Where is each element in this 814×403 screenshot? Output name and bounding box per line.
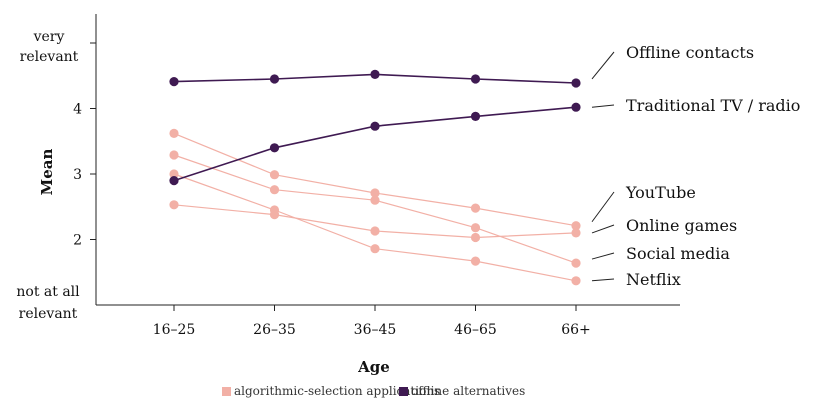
data-point: [169, 169, 179, 179]
data-point: [571, 228, 581, 238]
legend-item-algorithmic: algorithmic-selection applications: [222, 384, 440, 398]
data-point: [169, 77, 179, 87]
data-point: [370, 69, 380, 79]
series-leader-line: [591, 252, 615, 260]
x-axis-title: Age: [357, 358, 390, 376]
data-point: [269, 143, 280, 153]
y-anchor-bottom-label: not at all: [16, 284, 80, 300]
series-label: Offline contacts: [626, 43, 754, 62]
series-line: [173, 132, 577, 227]
data-point: [370, 188, 380, 198]
x-tick-label: 36–45: [354, 322, 397, 338]
legend-label-algorithmic: algorithmic-selection applications: [234, 384, 441, 398]
data-point: [571, 78, 581, 88]
x-tick-label: 66+: [561, 322, 591, 338]
y-tick-label: 3: [73, 167, 82, 183]
data-point: [470, 74, 481, 84]
y-tick-label: 2: [73, 233, 82, 249]
line-chart: 2 3 4 very relevant not at all relevant 16–25 26…: [16, 14, 800, 376]
series-leader-line: [591, 278, 615, 282]
x-tick-label: 46–65: [454, 322, 497, 338]
data-point: [470, 203, 481, 213]
data-point: [269, 185, 280, 195]
y-anchor-top-label: relevant: [20, 49, 79, 65]
data-point: [169, 128, 179, 138]
series-labels: Offline contacts Traditional TV / radio Yo…: [591, 43, 800, 289]
legend-swatch-offline: [399, 387, 408, 396]
y-axis-title: Mean: [38, 149, 56, 196]
series-leader-line: [591, 51, 615, 80]
data-point: [470, 256, 481, 266]
data-point: [269, 170, 280, 180]
series-label: YouTube: [625, 183, 696, 202]
series-line: [173, 106, 577, 182]
x-tick-label: 26–35: [253, 322, 296, 338]
y-tick-label: 4: [73, 102, 82, 118]
legend-item-offline: offline alternatives: [399, 384, 525, 398]
series-label: Online games: [626, 216, 737, 235]
x-tick-label: 16–25: [153, 322, 196, 338]
data-point: [470, 223, 481, 233]
data-point: [571, 276, 581, 286]
data-point: [571, 258, 581, 268]
data-point: [269, 74, 280, 84]
data-point: [571, 102, 581, 112]
data-point: [370, 226, 380, 236]
data-point: [370, 244, 380, 254]
series-label: Traditional TV / radio: [626, 96, 800, 115]
legend-label-offline: offline alternatives: [411, 384, 526, 398]
series-label: Social media: [626, 244, 730, 263]
data-point: [169, 200, 179, 210]
data-point: [169, 150, 179, 160]
data-point: [370, 121, 380, 131]
axes: 2 3 4 very relevant not at all relevant 16–25 26…: [16, 14, 680, 376]
legend-swatch-algorithmic: [222, 387, 231, 396]
data-point: [470, 232, 481, 243]
series-leader-line: [591, 224, 615, 234]
data-point: [370, 195, 380, 205]
y-anchor-top-label: very: [33, 29, 65, 45]
y-anchor-bottom-label: relevant: [19, 306, 78, 322]
series-points: [169, 69, 581, 286]
data-point: [169, 176, 179, 186]
data-point: [571, 221, 581, 231]
series-label: Netflix: [626, 270, 681, 289]
series-leader-line: [591, 104, 615, 108]
series-leader-line: [591, 191, 615, 223]
data-point: [470, 111, 481, 121]
data-point: [269, 205, 280, 215]
